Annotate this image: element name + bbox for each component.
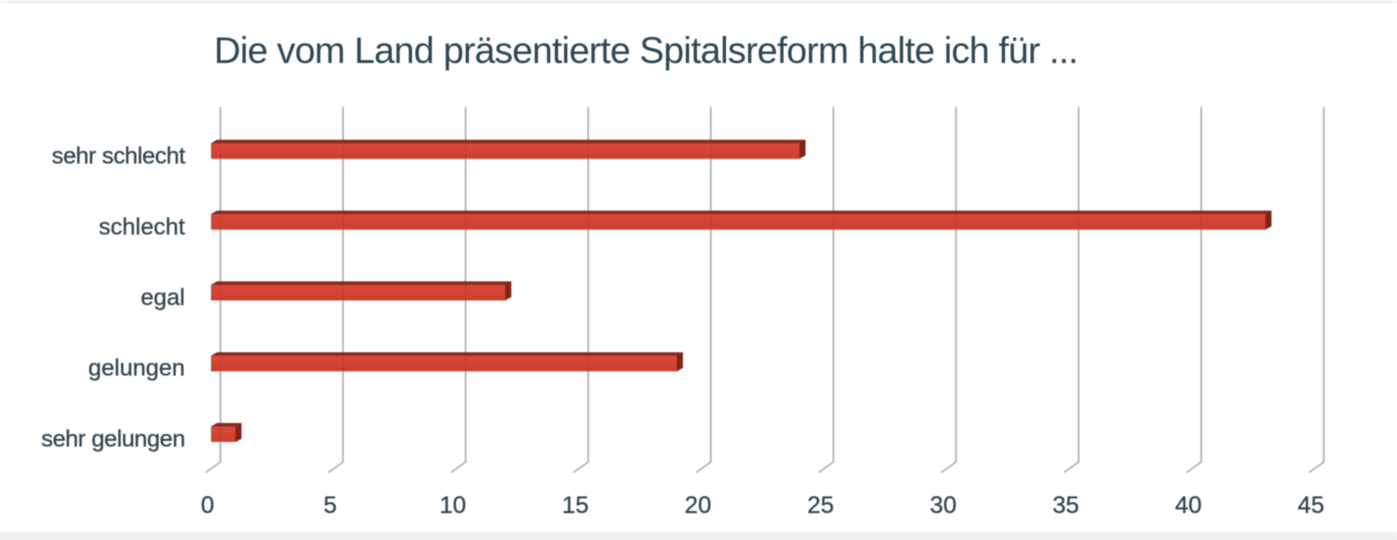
svg-text:25: 25 <box>807 492 834 519</box>
svg-text:45: 45 <box>1298 492 1325 519</box>
svg-text:Die vom Land präsentierte Spit: Die vom Land präsentierte Spitalsreform … <box>214 30 1078 71</box>
svg-text:gelungen: gelungen <box>88 354 185 380</box>
svg-text:15: 15 <box>562 492 589 519</box>
svg-text:0: 0 <box>201 492 214 519</box>
svg-text:egal: egal <box>141 284 185 310</box>
svg-text:schlecht: schlecht <box>99 213 186 239</box>
svg-text:20: 20 <box>685 492 712 519</box>
svg-text:35: 35 <box>1052 492 1079 519</box>
svg-text:sehr schlecht: sehr schlecht <box>52 143 186 169</box>
svg-text:5: 5 <box>324 492 337 519</box>
svg-text:30: 30 <box>930 492 957 519</box>
svg-text:sehr gelungen: sehr gelungen <box>41 425 185 451</box>
svg-text:40: 40 <box>1175 492 1202 519</box>
svg-text:10: 10 <box>439 492 466 519</box>
